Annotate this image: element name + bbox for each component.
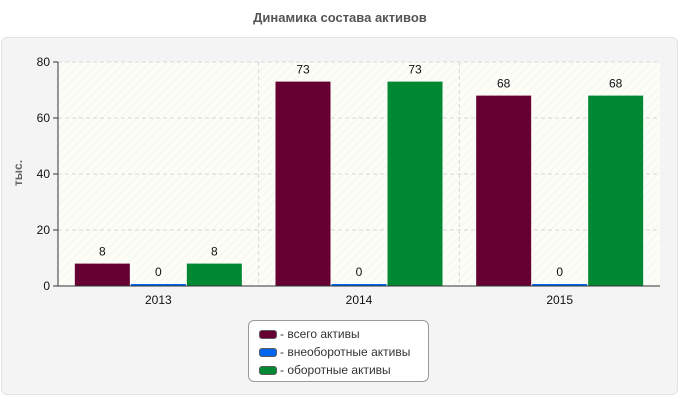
data-label: 73 [296,63,310,77]
legend-label: - оборотные активы [280,363,391,377]
y-tick-label: 80 [37,55,51,69]
bars [74,81,644,286]
bar [74,263,130,286]
y-tick-label: 60 [37,111,51,125]
chart-title: Динамика состава активов [253,10,427,25]
bar [186,263,242,286]
legend-item: - оборотные активы [259,361,428,379]
data-label: 8 [99,245,106,259]
legend-swatch [259,365,277,375]
data-label: 73 [408,63,422,77]
x-tick-label: 2013 [145,293,172,307]
data-label: 68 [497,77,511,91]
bar [387,81,443,286]
x-tick-label: 2015 [546,293,573,307]
bar [588,95,644,286]
data-label: 8 [211,245,218,259]
legend-item: - всего активы [259,325,428,343]
data-label: 0 [155,265,162,279]
bar [130,284,186,286]
legend-label: - всего активы [280,327,360,341]
y-tick-label: 20 [37,223,51,237]
x-tick-label: 2014 [346,293,373,307]
y-axis-label: тыс. [11,160,25,186]
data-label: 0 [556,265,563,279]
bar [532,284,588,286]
legend: - всего активы - внеоборотные активы - о… [248,320,429,382]
data-label: 68 [609,77,623,91]
data-label: 0 [356,265,363,279]
bar [331,284,387,286]
y-tick-label: 40 [37,167,51,181]
axes [53,61,660,287]
legend-label: - внеоборотные активы [280,345,411,359]
legend-swatch [259,329,277,339]
y-tick-label: 0 [43,279,50,293]
bar [275,81,331,286]
grid-lines [58,61,660,286]
legend-item: - внеоборотные активы [259,343,428,361]
bar [476,95,532,286]
legend-swatch [259,347,277,357]
